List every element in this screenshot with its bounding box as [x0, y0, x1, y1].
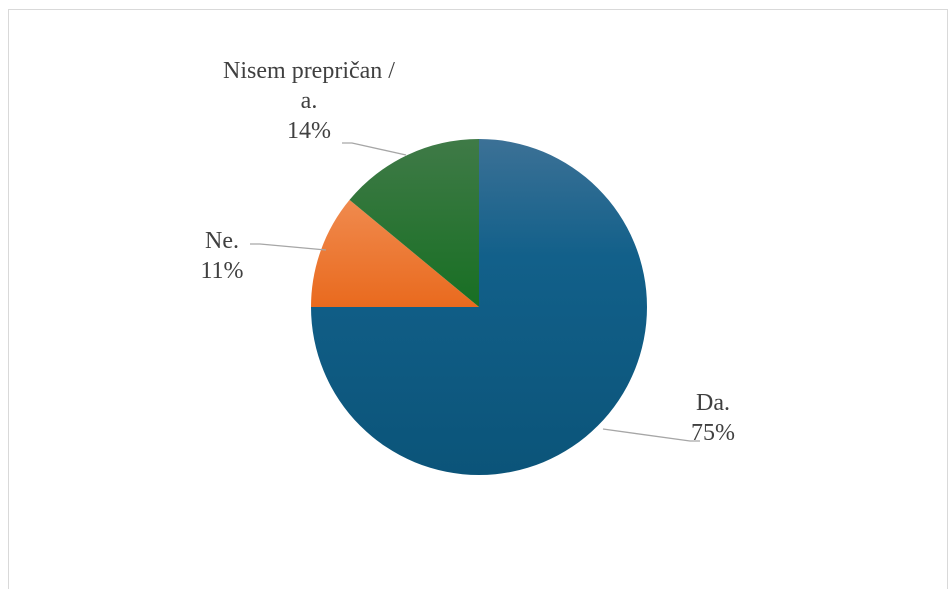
leader-line-nisem	[342, 142, 407, 156]
pie-slice-ne	[311, 199, 479, 307]
label-nisem-value: 14%	[287, 118, 331, 144]
label-da-name: Da.	[696, 390, 730, 416]
label-da-value: 75%	[691, 420, 735, 446]
label-nisem-name-line2: a.	[301, 88, 318, 114]
leader-line-da	[602, 428, 700, 442]
label-nisem-name-line1: Nisem prepričan /	[223, 58, 395, 84]
leader-line-ne	[250, 243, 327, 251]
label-ne-name: Ne.	[205, 228, 239, 254]
label-ne-value: 11%	[200, 258, 243, 284]
pie-slice-nisem-preprican	[349, 139, 479, 307]
